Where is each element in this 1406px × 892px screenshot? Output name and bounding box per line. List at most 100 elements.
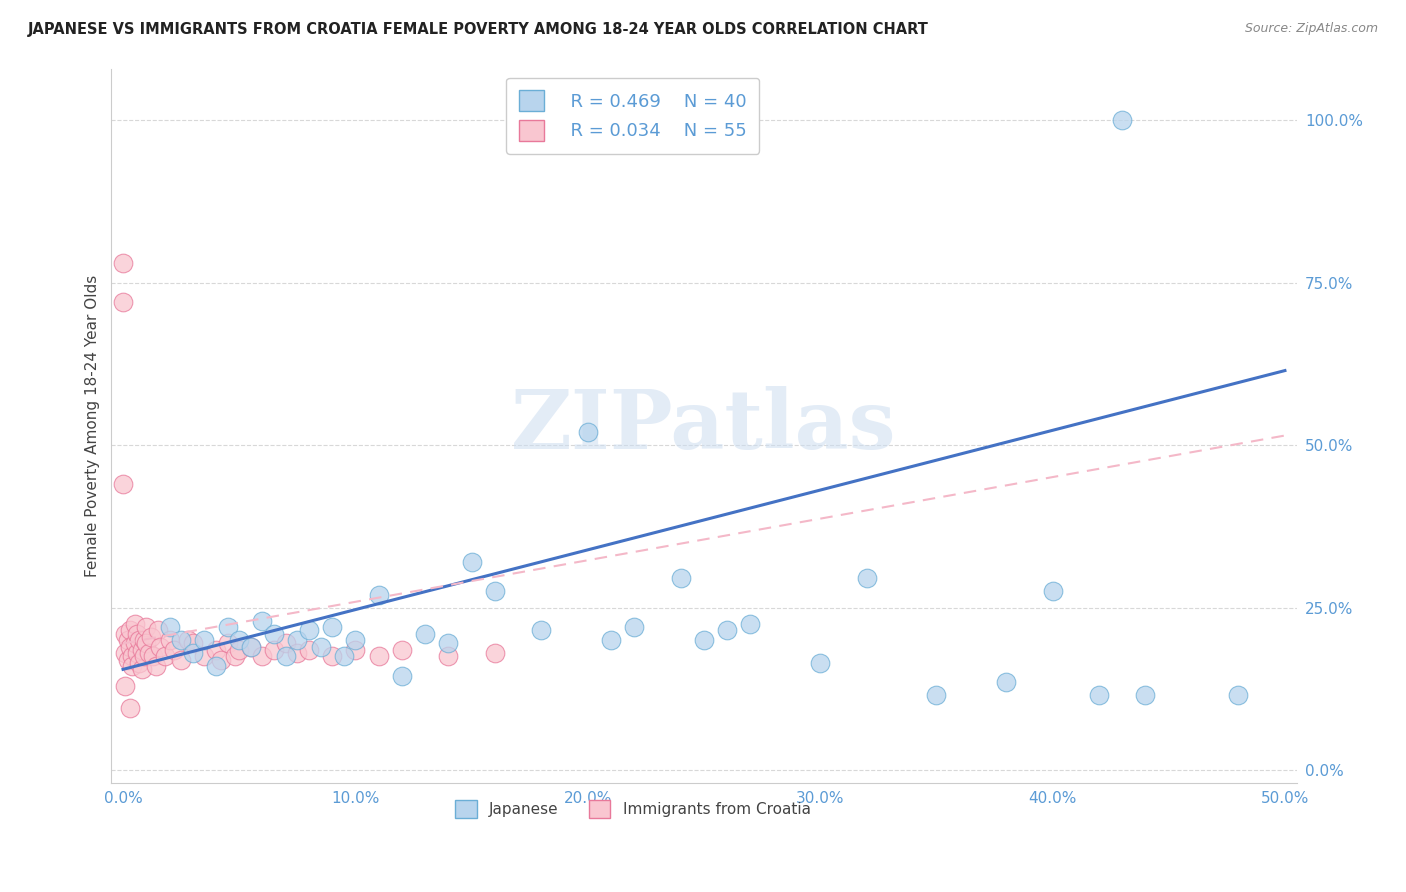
Point bbox=[118, 640, 141, 654]
Point bbox=[132, 633, 155, 648]
Point bbox=[170, 652, 193, 666]
Point bbox=[995, 675, 1018, 690]
Point bbox=[125, 626, 148, 640]
Point bbox=[576, 425, 599, 440]
Text: Source: ZipAtlas.com: Source: ZipAtlas.com bbox=[1244, 22, 1378, 36]
Point bbox=[112, 256, 135, 270]
Point bbox=[239, 640, 262, 654]
Point bbox=[124, 636, 146, 650]
Point bbox=[118, 624, 141, 638]
Point bbox=[177, 633, 200, 648]
Point bbox=[159, 620, 181, 634]
Point bbox=[135, 636, 157, 650]
Point bbox=[263, 643, 285, 657]
Point bbox=[252, 614, 274, 628]
Point bbox=[153, 649, 176, 664]
Point bbox=[217, 620, 239, 634]
Point bbox=[228, 633, 250, 648]
Point bbox=[808, 656, 831, 670]
Point bbox=[193, 649, 215, 664]
Point bbox=[321, 649, 343, 664]
Point bbox=[112, 477, 135, 491]
Point bbox=[484, 646, 506, 660]
Text: ZIPatlas: ZIPatlas bbox=[512, 385, 897, 466]
Point bbox=[131, 643, 153, 657]
Point bbox=[693, 633, 716, 648]
Point bbox=[530, 624, 553, 638]
Point bbox=[193, 633, 215, 648]
Point bbox=[145, 659, 167, 673]
Point bbox=[274, 636, 297, 650]
Point bbox=[600, 633, 623, 648]
Legend: Japanese, Immigrants from Croatia: Japanese, Immigrants from Croatia bbox=[447, 792, 818, 825]
Point bbox=[118, 701, 141, 715]
Point bbox=[716, 624, 738, 638]
Point bbox=[224, 649, 246, 664]
Point bbox=[484, 584, 506, 599]
Point bbox=[128, 656, 150, 670]
Point bbox=[139, 630, 162, 644]
Point bbox=[117, 652, 139, 666]
Point bbox=[125, 646, 148, 660]
Point bbox=[298, 624, 321, 638]
Point bbox=[135, 620, 157, 634]
Point bbox=[181, 636, 204, 650]
Point bbox=[142, 649, 165, 664]
Point bbox=[1088, 689, 1111, 703]
Point bbox=[344, 633, 367, 648]
Point bbox=[132, 649, 155, 664]
Point bbox=[1135, 689, 1157, 703]
Point bbox=[367, 649, 389, 664]
Point bbox=[321, 620, 343, 634]
Point bbox=[274, 649, 297, 664]
Point bbox=[114, 626, 136, 640]
Point bbox=[124, 616, 146, 631]
Point bbox=[669, 571, 692, 585]
Point bbox=[309, 640, 332, 654]
Point bbox=[159, 633, 181, 648]
Point bbox=[740, 616, 762, 631]
Point bbox=[163, 643, 186, 657]
Point bbox=[205, 659, 228, 673]
Point bbox=[114, 646, 136, 660]
Point bbox=[925, 689, 948, 703]
Point bbox=[437, 649, 460, 664]
Point bbox=[1111, 113, 1133, 128]
Text: JAPANESE VS IMMIGRANTS FROM CROATIA FEMALE POVERTY AMONG 18-24 YEAR OLDS CORRELA: JAPANESE VS IMMIGRANTS FROM CROATIA FEMA… bbox=[28, 22, 929, 37]
Point bbox=[205, 643, 228, 657]
Point bbox=[437, 636, 460, 650]
Point bbox=[228, 643, 250, 657]
Point bbox=[391, 643, 413, 657]
Point bbox=[285, 646, 308, 660]
Point bbox=[298, 643, 321, 657]
Y-axis label: Female Poverty Among 18-24 Year Olds: Female Poverty Among 18-24 Year Olds bbox=[86, 275, 100, 577]
Point bbox=[209, 652, 232, 666]
Point bbox=[413, 626, 436, 640]
Point bbox=[1227, 689, 1250, 703]
Point bbox=[112, 295, 135, 310]
Point bbox=[252, 649, 274, 664]
Point bbox=[149, 640, 172, 654]
Point bbox=[128, 633, 150, 648]
Point bbox=[367, 588, 389, 602]
Point bbox=[217, 636, 239, 650]
Point bbox=[333, 649, 356, 664]
Point bbox=[1042, 584, 1064, 599]
Point bbox=[239, 640, 262, 654]
Point bbox=[121, 649, 143, 664]
Point bbox=[855, 571, 877, 585]
Point bbox=[181, 646, 204, 660]
Point bbox=[117, 633, 139, 648]
Point bbox=[460, 555, 482, 569]
Point bbox=[138, 646, 160, 660]
Point bbox=[114, 679, 136, 693]
Point bbox=[391, 669, 413, 683]
Point bbox=[170, 633, 193, 648]
Point bbox=[131, 662, 153, 676]
Point bbox=[344, 643, 367, 657]
Point bbox=[623, 620, 645, 634]
Point bbox=[121, 659, 143, 673]
Point bbox=[263, 626, 285, 640]
Point bbox=[146, 624, 169, 638]
Point bbox=[285, 633, 308, 648]
